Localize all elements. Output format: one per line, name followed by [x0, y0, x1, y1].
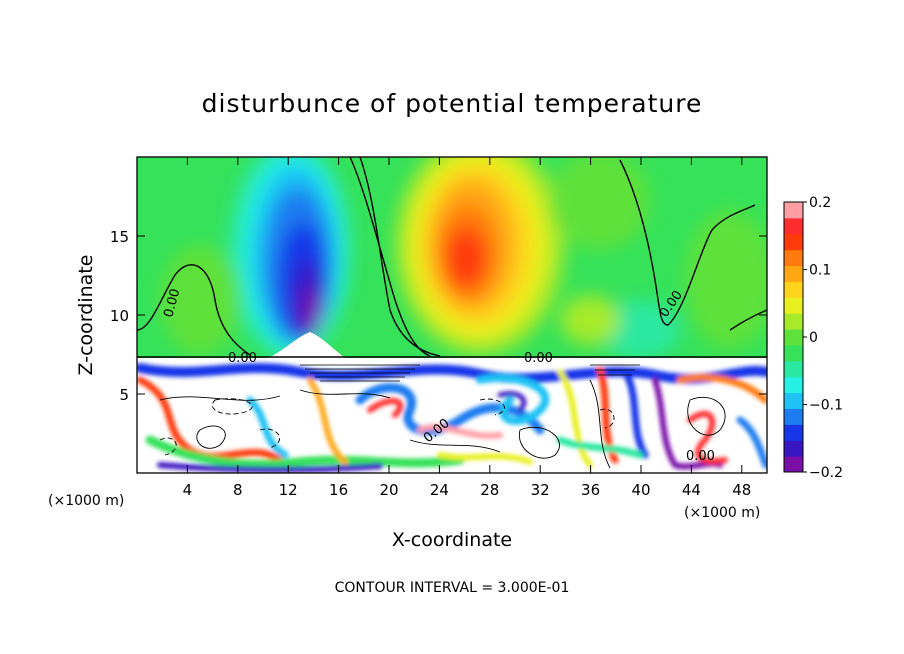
lower-layer-field [137, 358, 767, 473]
colorbar-swatch [784, 392, 803, 409]
colorbar-swatch [784, 313, 803, 330]
y-axis: 5 10 15 [110, 228, 767, 404]
upper-layer-field [137, 157, 767, 358]
colorbar-swatch [784, 408, 803, 425]
y-tick-label: 15 [110, 228, 129, 246]
x-tick-label: 28 [480, 481, 499, 499]
x-tick-label: 36 [581, 481, 600, 499]
zero-contours [137, 157, 767, 358]
x-tick-label: 44 [682, 481, 701, 499]
colorbar-swatch [784, 297, 803, 314]
colorbar-swatch [784, 265, 803, 282]
colorbar-swatch [784, 281, 803, 298]
x-tick-label: 48 [732, 481, 751, 499]
x-unit-left: (×1000 m) [48, 493, 124, 509]
colorbar-swatch [784, 424, 803, 441]
colorbar-swatch [784, 440, 803, 457]
colorbar-swatch [784, 360, 803, 378]
colorbar: 0.2 0.1 0 −0.1 −0.2 [783, 195, 843, 481]
colorbar-swatch [784, 202, 803, 219]
x-axis-label: X-coordinate [392, 529, 512, 551]
x-tick-label: 40 [631, 481, 650, 499]
contour-label: 0.00 [686, 449, 715, 464]
x-axis: 4 8 12 16 20 24 28 32 36 40 44 48 [183, 157, 751, 499]
contour-label: 0.00 [524, 351, 553, 366]
y-tick-label: 5 [119, 386, 129, 404]
contour-interval-note: CONTOUR INTERVAL = 3.000E-01 [335, 580, 570, 596]
colorbar-tick-label: 0.1 [809, 263, 831, 279]
colorbar-swatch [784, 344, 803, 362]
colorbar-swatch [784, 376, 803, 394]
x-tick-label: 4 [183, 481, 193, 499]
colorbar-swatch [784, 217, 803, 235]
plot-area: 0.00 0.00 0.00 0.00 0.00 0.00 [136, 156, 768, 474]
x-tick-label: 8 [233, 481, 243, 499]
x-tick-label: 20 [379, 481, 398, 499]
chart-title: disturbunce of potential temperature [202, 89, 703, 118]
x-tick-label: 32 [531, 481, 550, 499]
colorbar-swatch [784, 249, 803, 267]
contour-label: 0.00 [228, 351, 257, 366]
y-tick-label: 10 [110, 307, 129, 325]
colorbar-swatch [784, 456, 803, 473]
x-tick-label: 16 [329, 481, 348, 499]
colorbar-swatch [784, 329, 803, 346]
colorbar-tick-label: −0.1 [809, 398, 843, 414]
colorbar-swatch [784, 233, 803, 251]
colorbar-tick-label: 0.2 [809, 195, 831, 211]
x-tick-label: 12 [279, 481, 298, 499]
colorbar-tick-label: −0.2 [809, 465, 843, 481]
contour-label: 0.00 [161, 287, 183, 319]
colorbar-tick-label: 0 [809, 330, 818, 346]
x-unit-right: (×1000 m) [684, 505, 760, 521]
x-tick-label: 24 [430, 481, 449, 499]
y-axis-label: Z-coordinate [75, 255, 97, 376]
